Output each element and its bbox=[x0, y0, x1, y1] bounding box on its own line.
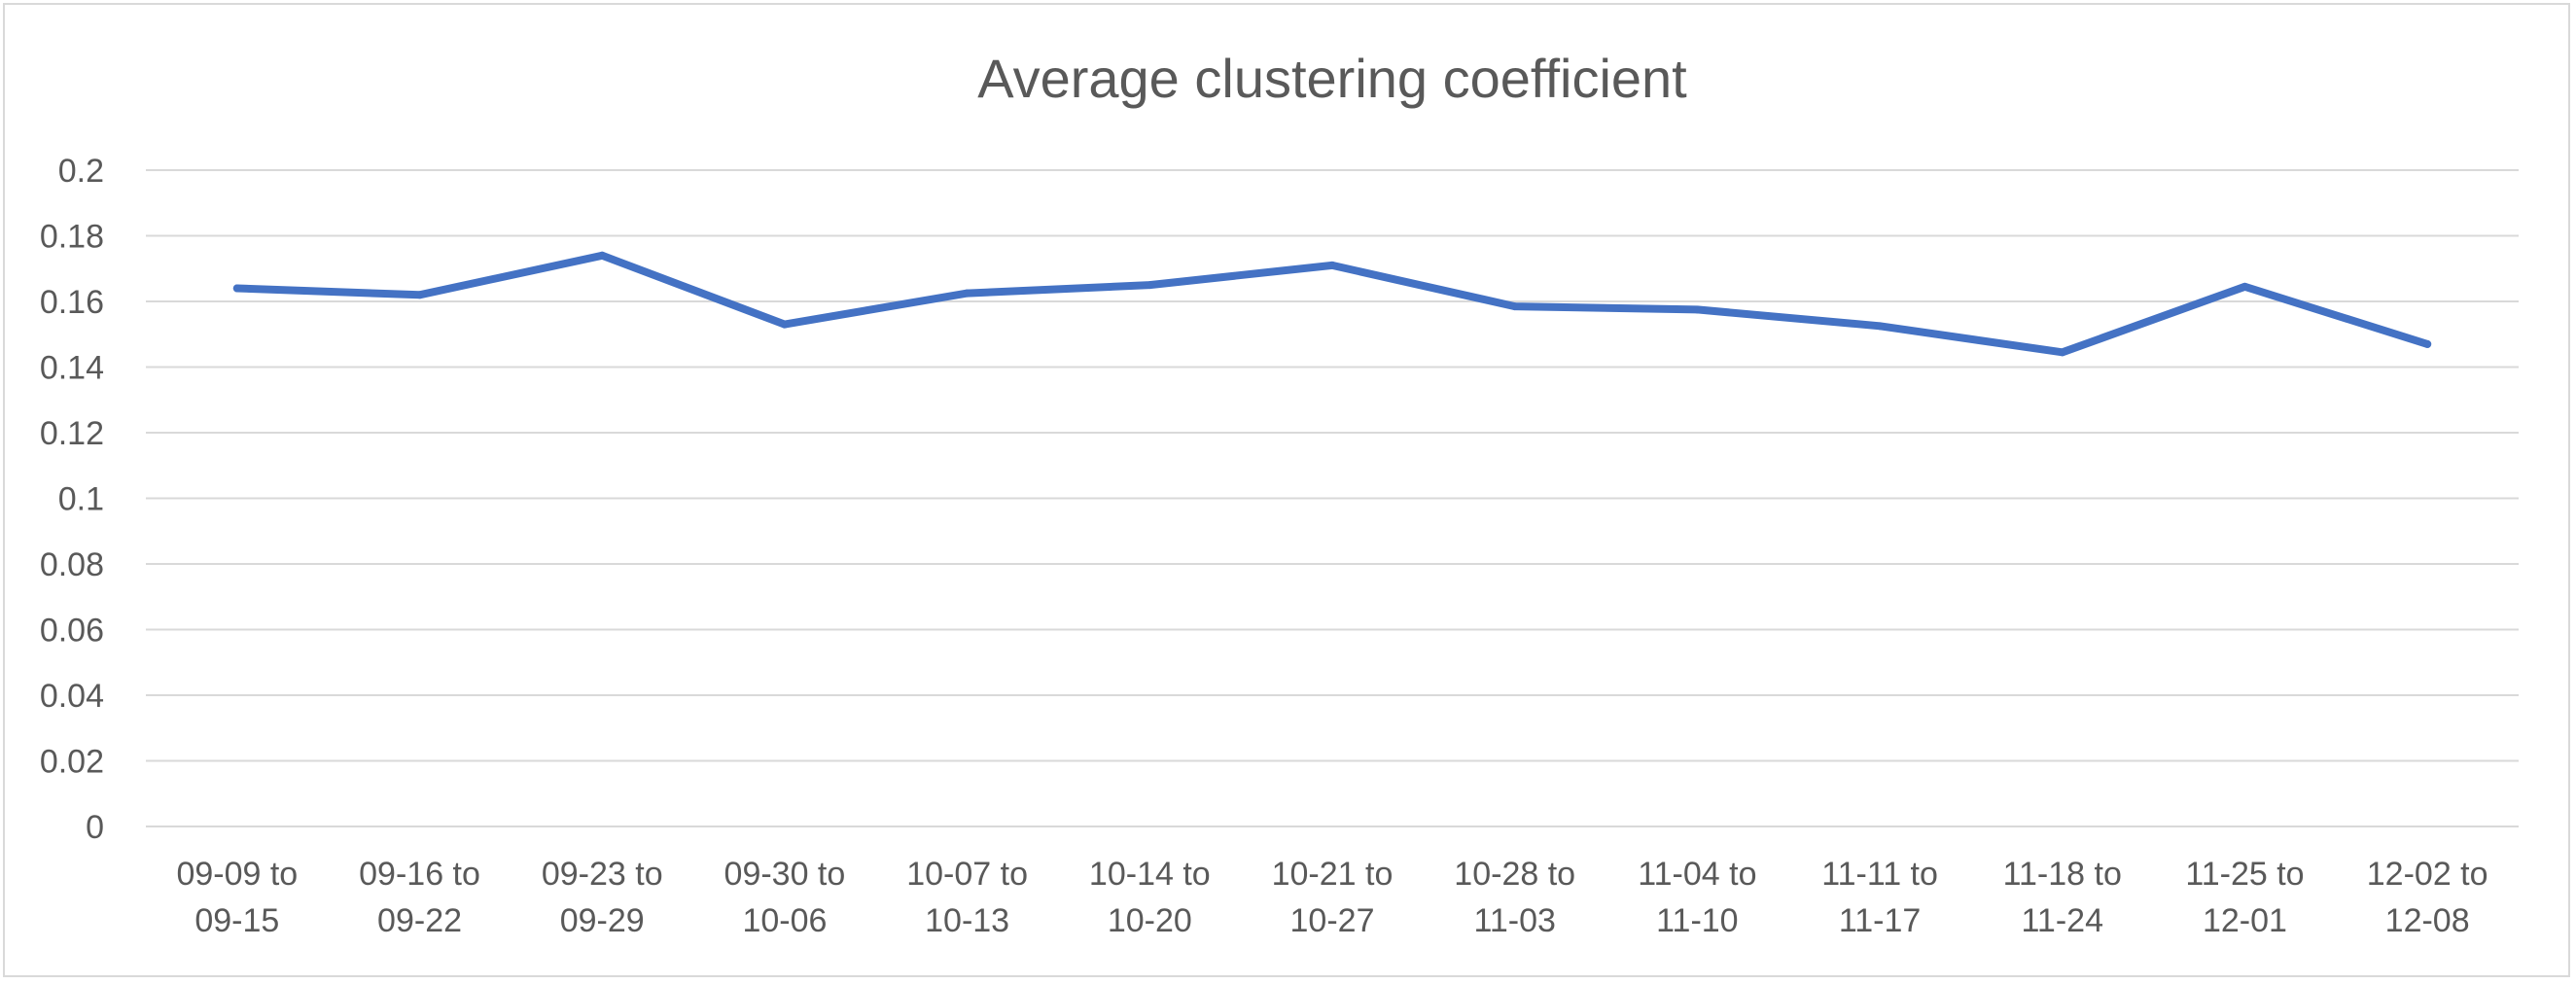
data-point bbox=[2423, 339, 2432, 348]
x-tick-label: 09-23 to bbox=[542, 856, 663, 893]
data-point bbox=[1510, 302, 1519, 311]
x-tick-label: 10-21 to bbox=[1272, 856, 1394, 893]
data-point bbox=[780, 320, 789, 329]
x-tick-label: 09-30 to bbox=[724, 856, 846, 893]
x-tick-label: 11-24 bbox=[2022, 902, 2103, 939]
x-tick-label: 10-20 bbox=[1108, 902, 1192, 939]
x-tick-label: 09-22 bbox=[377, 902, 462, 939]
y-tick-label: 0.2 bbox=[58, 153, 104, 190]
y-tick-label: 0.16 bbox=[40, 284, 104, 321]
x-tick-label: 10-28 to bbox=[1454, 856, 1575, 893]
x-tick-label: 11-25 to bbox=[2185, 856, 2304, 893]
data-point bbox=[2241, 282, 2249, 291]
data-point bbox=[1693, 305, 1702, 314]
chart-title: Average clustering coefficient bbox=[977, 48, 1687, 109]
y-tick-label: 0.18 bbox=[40, 219, 104, 256]
x-tick-label: 12-02 to bbox=[2367, 856, 2488, 893]
series-layer bbox=[232, 251, 2432, 357]
x-tick-label: 11-04 to bbox=[1638, 856, 1756, 893]
x-axis-tick-labels: 09-09 to 09-15 09-16 to 09-22 09-23 to 09-29 0… bbox=[176, 856, 2488, 939]
x-tick-label: 11-03 bbox=[1473, 902, 1555, 939]
y-tick-label: 0.1 bbox=[58, 481, 104, 518]
y-axis-tick-labels: 0 0.02 0.04 0.06 0.08 0.1 0.12 0.14 0.16 0.18 0.2 bbox=[40, 153, 104, 846]
line-chart: Average clustering coefficient 0 0.02 0.04… bbox=[40, 48, 2519, 939]
y-tick-label: 0 bbox=[86, 809, 104, 846]
x-tick-label: 09-09 to bbox=[176, 856, 298, 893]
x-tick-label: 10-07 to bbox=[906, 856, 1028, 893]
y-tick-label: 0.08 bbox=[40, 546, 104, 583]
x-tick-label: 09-16 to bbox=[359, 856, 480, 893]
x-tick-label: 11-10 bbox=[1656, 902, 1738, 939]
x-tick-label: 09-15 bbox=[194, 902, 279, 939]
y-tick-label: 0.06 bbox=[40, 613, 104, 650]
data-point bbox=[415, 291, 424, 299]
x-tick-label: 10-13 bbox=[925, 902, 1009, 939]
x-tick-label: 11-17 bbox=[1839, 902, 1921, 939]
x-tick-label: 10-06 bbox=[742, 902, 827, 939]
data-point bbox=[1328, 261, 1336, 269]
data-point bbox=[1146, 281, 1154, 290]
chart-frame: Average clustering coefficient 0 0.02 0.04… bbox=[3, 3, 2570, 977]
data-point bbox=[2058, 348, 2066, 357]
x-tick-label: 09-29 bbox=[560, 902, 645, 939]
x-tick-label: 10-27 bbox=[1290, 902, 1375, 939]
x-tick-label: 12-01 bbox=[2203, 902, 2287, 939]
y-tick-label: 0.14 bbox=[40, 350, 104, 387]
data-point bbox=[963, 289, 971, 298]
gridlines bbox=[146, 169, 2519, 827]
x-tick-label: 11-11 to bbox=[1821, 856, 1938, 893]
x-tick-label: 10-14 to bbox=[1089, 856, 1211, 893]
y-tick-label: 0.12 bbox=[40, 415, 104, 452]
x-tick-label: 12-08 bbox=[2385, 902, 2470, 939]
x-tick-label: 11-18 to bbox=[2003, 856, 2122, 893]
data-point bbox=[1876, 322, 1885, 331]
y-tick-label: 0.02 bbox=[40, 744, 104, 781]
series-line-0 bbox=[232, 251, 2432, 357]
data-point bbox=[232, 284, 241, 293]
y-tick-label: 0.04 bbox=[40, 678, 104, 715]
data-point bbox=[598, 251, 607, 260]
